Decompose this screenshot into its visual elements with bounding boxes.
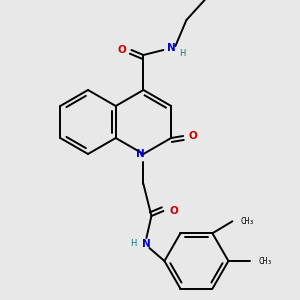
Text: O: O <box>189 131 197 141</box>
Text: CH₃: CH₃ <box>258 256 272 266</box>
Text: O: O <box>169 206 178 216</box>
Text: O: O <box>117 45 126 55</box>
Text: H: H <box>179 49 186 58</box>
Text: N: N <box>142 239 151 249</box>
Text: N: N <box>136 149 145 159</box>
Text: CH₃: CH₃ <box>240 217 254 226</box>
Text: H: H <box>130 239 136 248</box>
Text: N: N <box>167 43 176 53</box>
